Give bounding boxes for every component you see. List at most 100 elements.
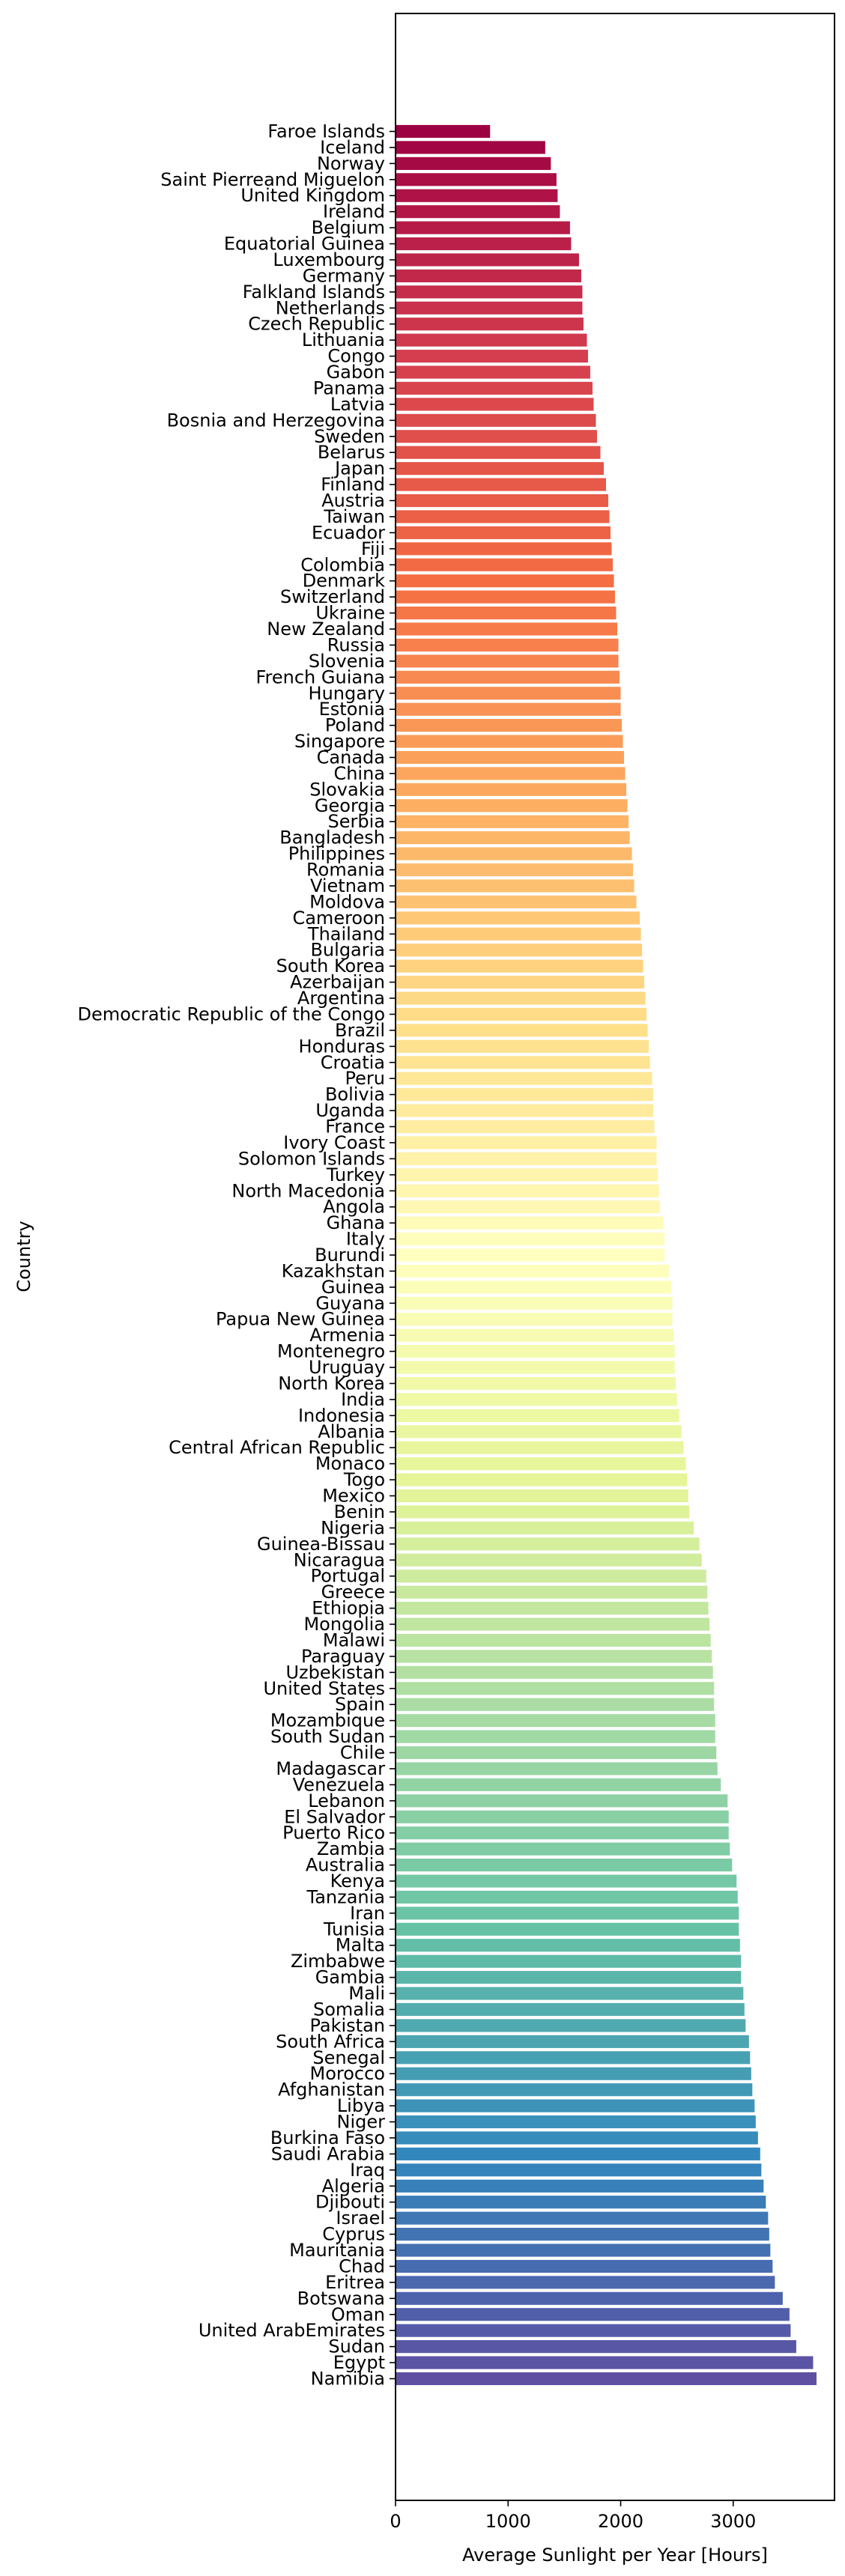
y-tick-label: Sweden: [314, 426, 385, 447]
bar: [396, 124, 491, 139]
bar: [396, 687, 621, 700]
bar: [396, 1441, 684, 1454]
bar: [396, 1457, 686, 1471]
y-tick-label: Saint Pierreand Miguelon: [160, 169, 385, 190]
bar: [396, 1024, 648, 1037]
y-tick-label: Moldova: [309, 891, 385, 912]
y-tick-label: Poland: [325, 715, 385, 736]
y-tick-label: Philippines: [288, 843, 385, 864]
bar: [396, 1842, 730, 1856]
y-tick-label: Mexico: [322, 1486, 385, 1507]
x-axis-label: Average Sunlight per Year [Hours]: [462, 2545, 768, 2566]
bar: [396, 1602, 709, 1615]
y-tick-label: Somalia: [313, 1999, 385, 2020]
y-tick-label: Eritrea: [325, 2272, 385, 2293]
bar: [396, 2099, 755, 2112]
bar: [396, 847, 632, 860]
y-tick-label: Democratic Republic of the Congo: [77, 1003, 385, 1024]
bar: [396, 622, 618, 636]
bar: [396, 1553, 702, 1567]
y-tick-label: Venezuela: [293, 1774, 385, 1795]
bar: [396, 1039, 649, 1053]
y-tick-label: Chad: [339, 2255, 385, 2276]
y-tick-label: Zambia: [317, 1838, 385, 1859]
bar: [396, 1264, 670, 1278]
y-tick-label: Malawi: [323, 1629, 385, 1650]
bars-layer: [396, 124, 817, 2386]
bar: [396, 1104, 654, 1117]
bar: [396, 767, 626, 780]
bar: [396, 2067, 751, 2080]
bar: [396, 1890, 738, 1904]
y-tick-label: Namibia: [311, 2369, 385, 2390]
y-tick-label: Germany: [303, 265, 385, 286]
y-tick-label: Ecuador: [312, 522, 385, 543]
axes-frame: [395, 13, 835, 2501]
y-tick-label: Czech Republic: [248, 314, 385, 335]
y-tick-label: Japan: [333, 458, 385, 479]
y-tick-label: Nigeria: [321, 1517, 385, 1538]
bar: [396, 1281, 672, 1294]
bar: [396, 2083, 753, 2097]
bar: [396, 157, 551, 170]
y-tick-label: El Salvador: [284, 1806, 385, 1827]
bar: [396, 285, 583, 299]
y-tick-label: North Macedonia: [231, 1180, 385, 1201]
y-tick-label: South Africa: [276, 2031, 385, 2052]
y-tick-label: Austria: [321, 490, 385, 511]
bar: [396, 1328, 674, 1342]
y-tick-label: France: [325, 1117, 385, 1137]
bar: [396, 1633, 711, 1647]
bar: [396, 2019, 746, 2032]
bar: [396, 2291, 783, 2305]
y-tick-label: Singapore: [294, 731, 385, 752]
bar: [396, 2356, 814, 2369]
bar: [396, 1858, 733, 1872]
y-tick-label: New Zealand: [267, 619, 385, 640]
y-tick-label: Hungary: [309, 683, 385, 704]
bar: [396, 542, 612, 556]
y-tick-label: Burundi: [315, 1245, 385, 1266]
bar: [396, 1168, 658, 1182]
y-tick-label: United Kingdom: [240, 185, 385, 206]
y-tick-label: Pakistan: [310, 2015, 386, 2036]
bar: [396, 976, 645, 989]
y-tick-label: Montenegro: [277, 1341, 385, 1362]
y-tick-label: Papua New Guinea: [216, 1309, 385, 1330]
y-tick-label: Peru: [345, 1068, 385, 1089]
bar: [396, 1216, 664, 1230]
bar: [396, 1922, 739, 1936]
bar: [396, 638, 619, 652]
bar: [396, 1072, 652, 1085]
y-tick-label: Burkina Faso: [270, 2127, 385, 2148]
bar: [396, 2276, 775, 2289]
bar: [396, 863, 634, 877]
y-tick-label: Tanzania: [306, 1886, 386, 1907]
bar: [396, 1007, 647, 1021]
bar: [396, 558, 613, 571]
y-tick-label: India: [341, 1389, 385, 1410]
y-tick-label: Benin: [334, 1501, 385, 1522]
bar: [396, 1954, 742, 1968]
y-tick-label: Greece: [321, 1582, 385, 1603]
bar: [396, 654, 619, 668]
bar: [396, 1200, 661, 1214]
bar: [396, 1762, 718, 1775]
bar: [396, 1521, 694, 1534]
y-tick-label: Chile: [340, 1743, 385, 1764]
bar: [396, 1810, 729, 1823]
bar: [396, 590, 615, 604]
bar: [396, 783, 627, 796]
bar: [396, 1939, 740, 1952]
bar: [396, 895, 637, 908]
bar: [396, 2324, 791, 2337]
y-tick-label: Ivory Coast: [283, 1132, 385, 1153]
bar: [396, 607, 617, 620]
y-tick-label: Taiwan: [323, 506, 385, 527]
y-tick-label: Guinea-Bissau: [257, 1534, 385, 1555]
y-tick-label: Albania: [318, 1421, 385, 1442]
bar: [396, 526, 611, 539]
y-tick-label: Mongolia: [303, 1614, 385, 1635]
bar: [396, 173, 557, 186]
bar: [396, 350, 588, 363]
